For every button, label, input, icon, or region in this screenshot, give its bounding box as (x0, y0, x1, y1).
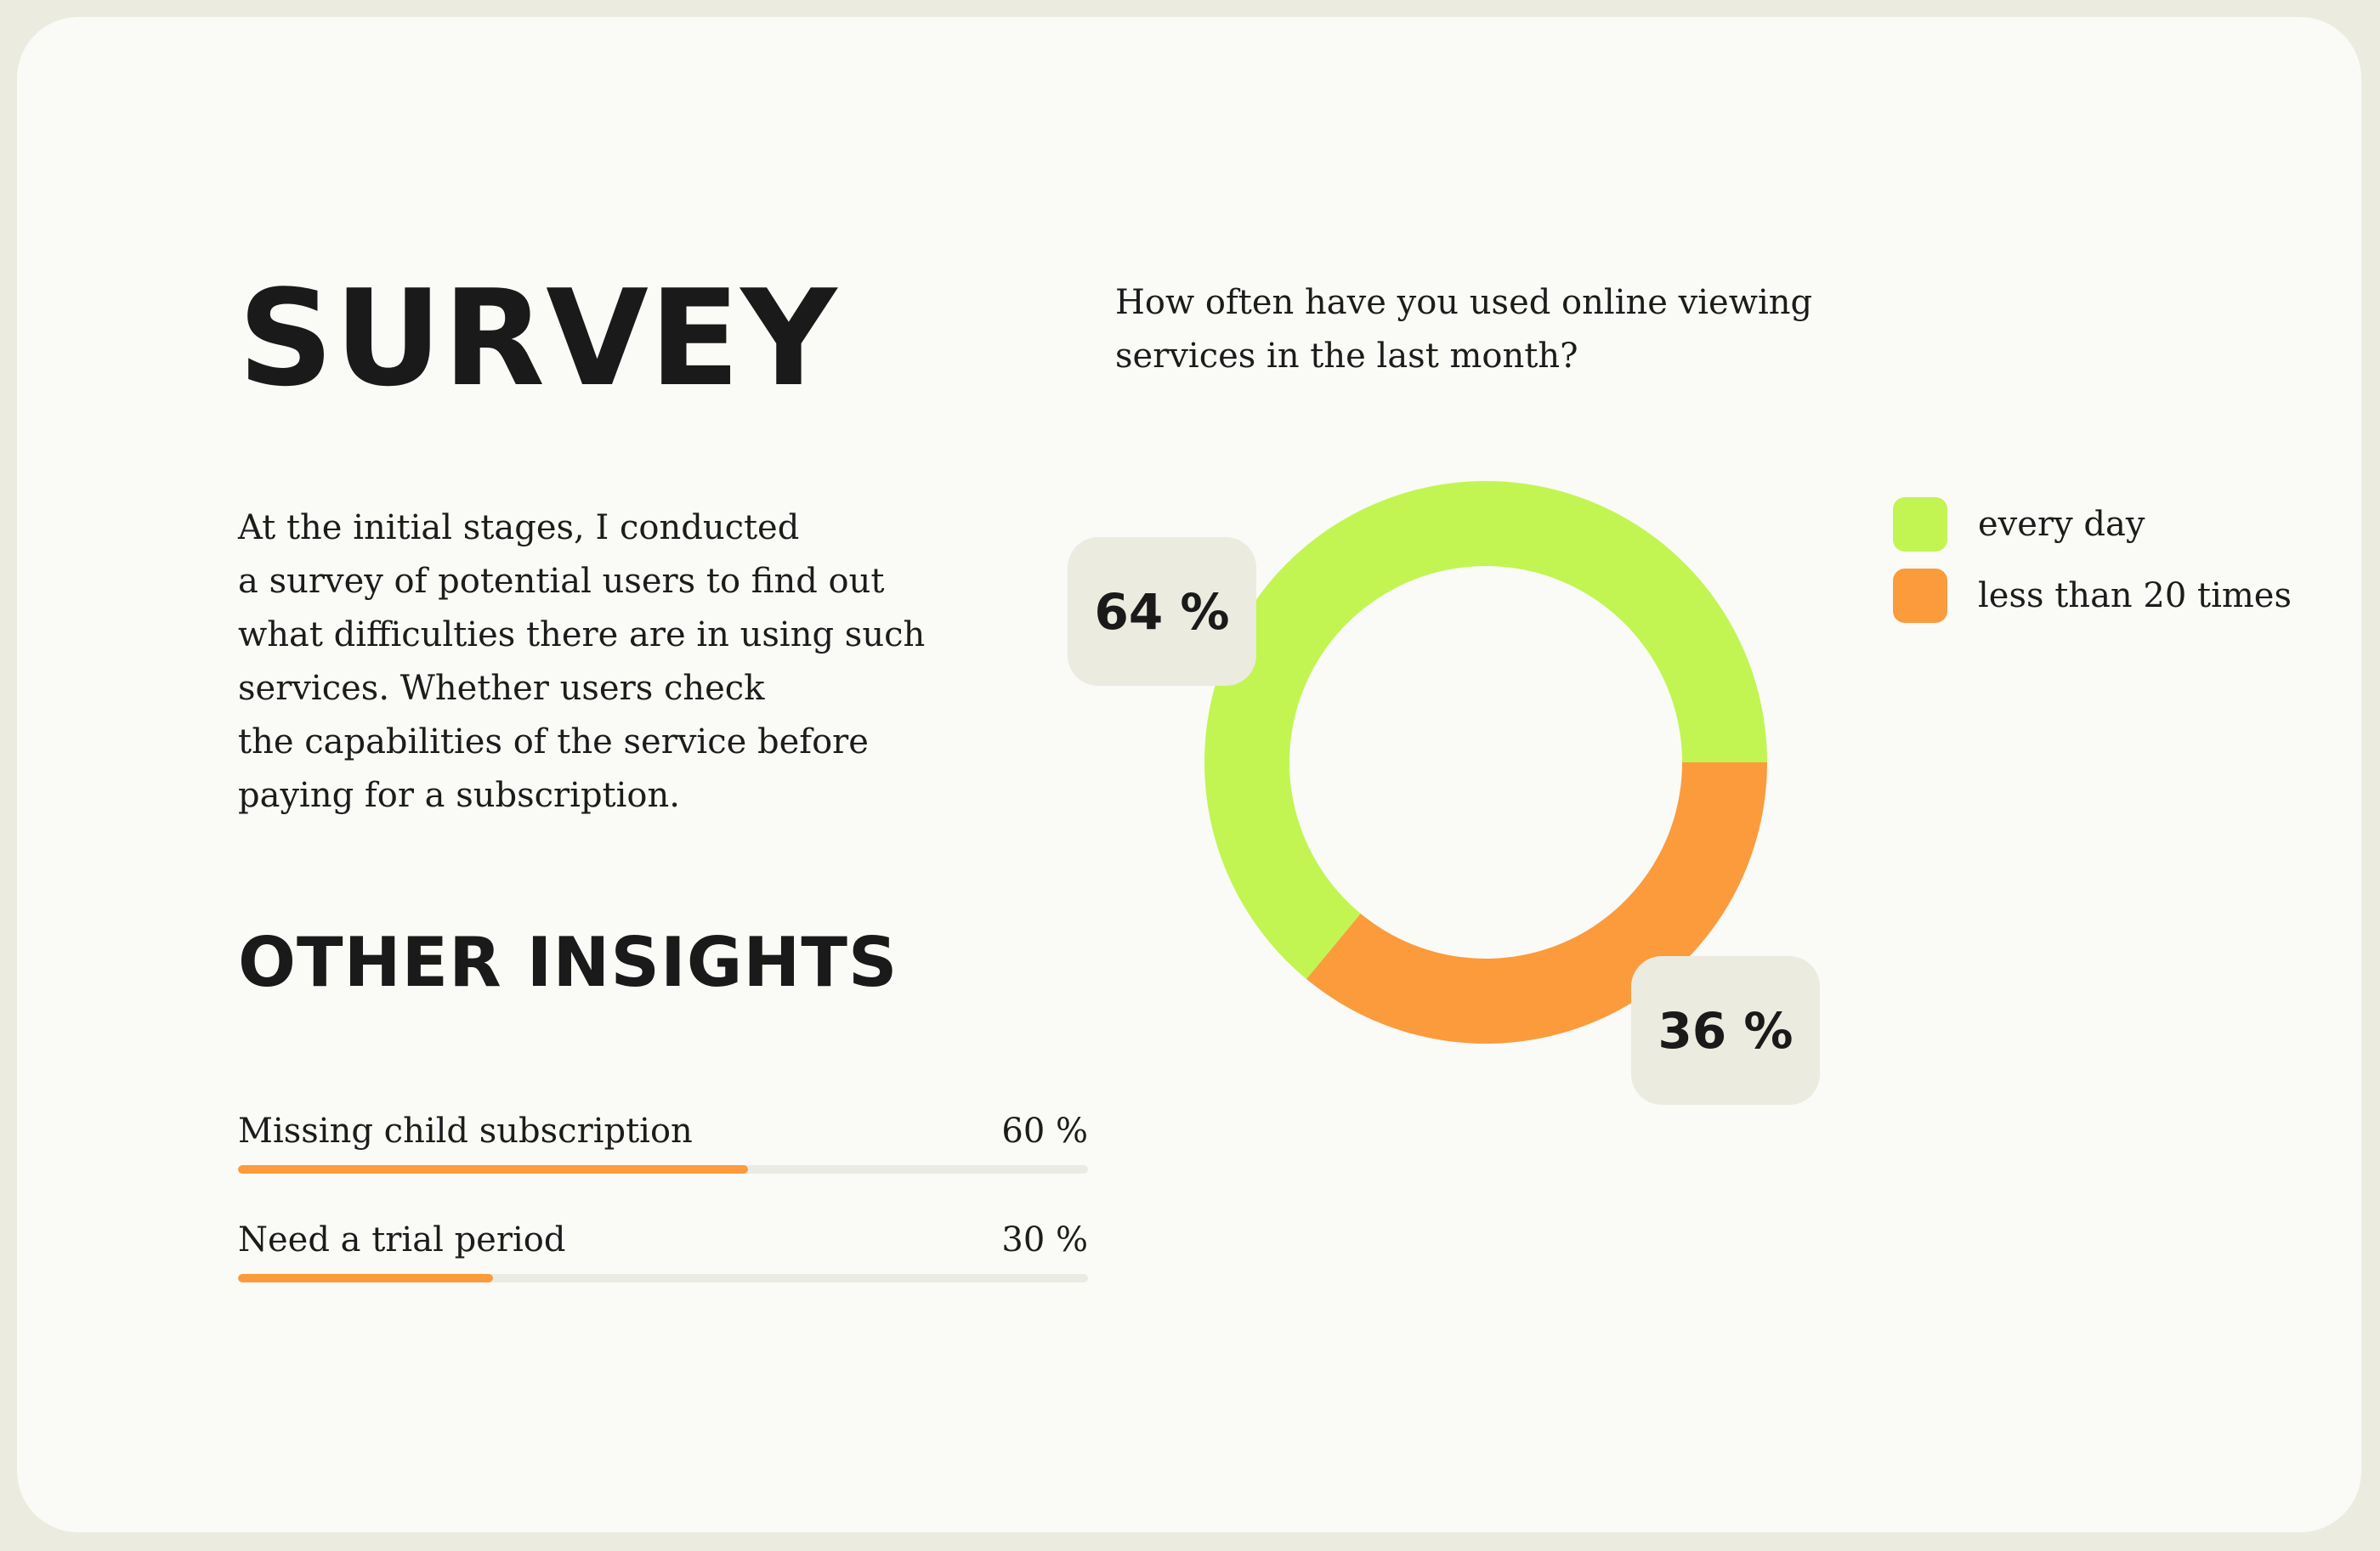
page-title: SURVEY (238, 261, 838, 416)
legend-label: less than 20 times (1978, 576, 2292, 615)
intro-line: paying for a subscription. (238, 776, 680, 815)
intro-line: the capabilities of the service before (238, 722, 869, 761)
progress-track (238, 1274, 1088, 1282)
progress-track (238, 1165, 1088, 1174)
legend-swatch (1893, 497, 1947, 552)
legend-swatch (1893, 569, 1947, 623)
legend-label: every day (1978, 505, 2145, 544)
intro-line: what difficulties there are in using suc… (238, 615, 926, 654)
slice-label-less-than-20-times: 36 % (1631, 956, 1820, 1105)
insights-title: OTHER INSIGHTS (238, 923, 898, 1002)
insight-value: 30 % (1001, 1220, 1088, 1259)
intro-line: a survey of potential users to find out (238, 562, 885, 601)
donut-chart (1204, 480, 1767, 1044)
slice-label-every-day: 64 % (1068, 537, 1256, 686)
intro-line: services. Whether users check (238, 669, 765, 708)
insight-label: Missing child subscription (238, 1112, 693, 1151)
question-line: services in the last month? (1115, 337, 1578, 376)
survey-card: SURVEY At the initial stages, I conducte… (17, 17, 2361, 1532)
progress-fill (238, 1165, 748, 1174)
intro-line: At the initial stages, I conducted (238, 508, 800, 547)
insight-value: 60 % (1001, 1112, 1088, 1151)
progress-fill (238, 1274, 493, 1282)
chart-question: How often have you used online viewing s… (1115, 276, 1880, 383)
intro-text: At the initial stages, I conducted a sur… (238, 501, 969, 823)
question-line: How often have you used online viewing (1115, 283, 1813, 322)
insight-label: Need a trial period (238, 1220, 566, 1259)
donut-slice-every-day (1204, 480, 1767, 980)
